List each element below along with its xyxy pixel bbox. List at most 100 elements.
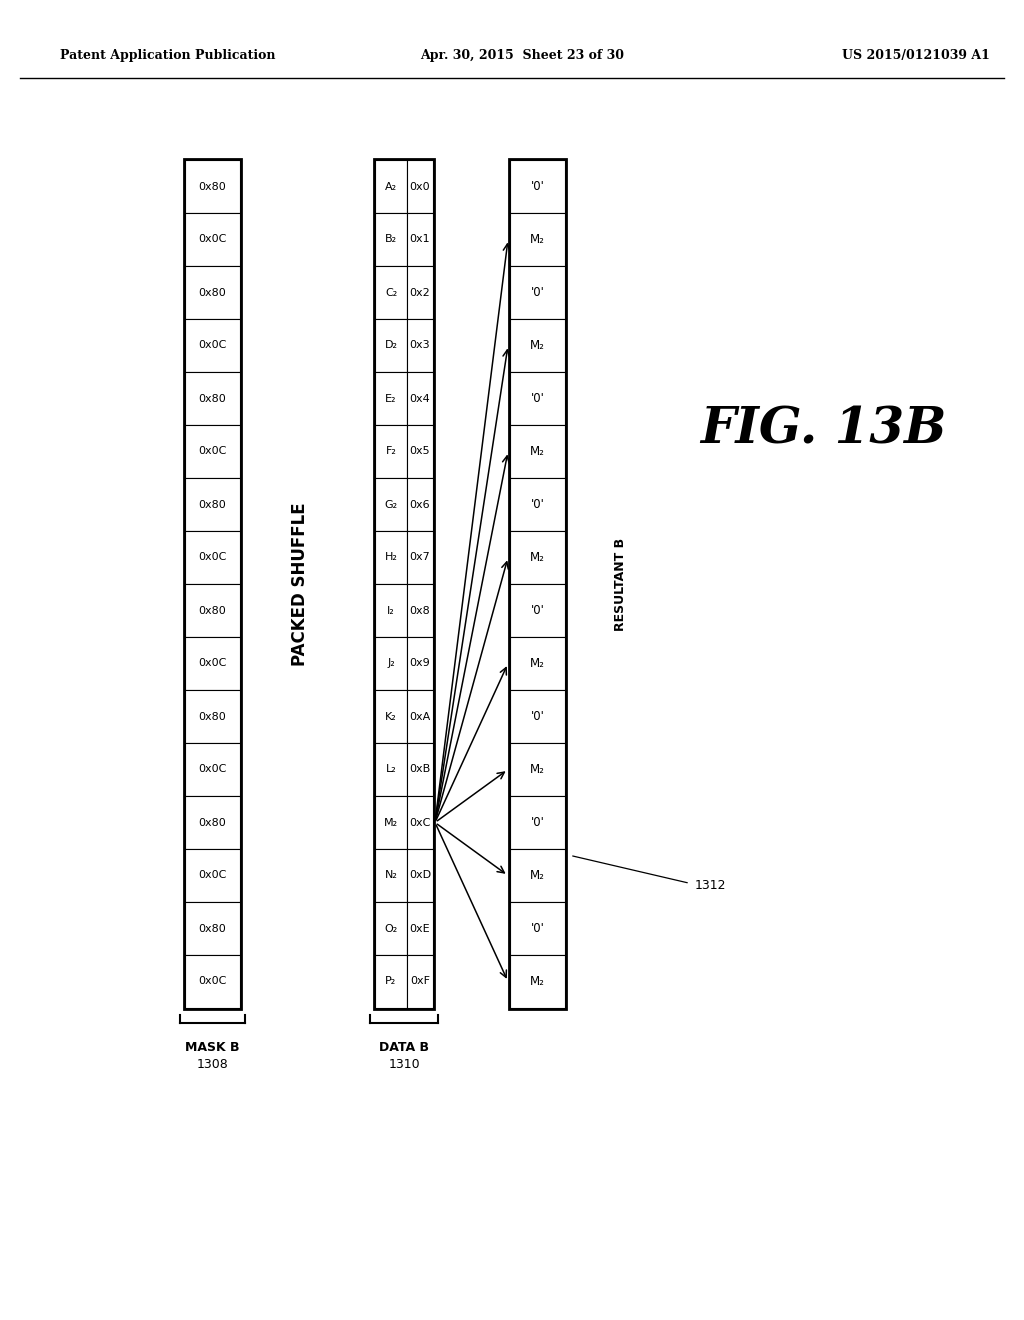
Bar: [185, 319, 240, 372]
Text: 0x7: 0x7: [410, 553, 430, 562]
Text: 0x80: 0x80: [199, 393, 226, 404]
Bar: [510, 267, 565, 319]
Bar: [185, 267, 240, 319]
Text: 0x4: 0x4: [410, 393, 430, 404]
Text: FIG. 13B: FIG. 13B: [700, 405, 946, 454]
Text: '0': '0': [530, 816, 545, 829]
Bar: [407, 743, 433, 796]
Text: '0': '0': [530, 392, 545, 405]
Text: 0x0: 0x0: [410, 181, 430, 191]
Bar: [184, 158, 241, 1008]
Bar: [375, 796, 407, 849]
Text: 0xE: 0xE: [410, 924, 430, 933]
Text: 0xA: 0xA: [410, 711, 431, 722]
Text: M₂: M₂: [530, 234, 545, 246]
Bar: [375, 849, 407, 902]
Text: O₂: O₂: [384, 924, 397, 933]
Text: G₂: G₂: [384, 499, 397, 510]
Text: M₂: M₂: [530, 975, 545, 987]
Text: '0': '0': [530, 605, 545, 616]
Bar: [375, 638, 407, 690]
Bar: [185, 954, 240, 1008]
Bar: [510, 160, 565, 213]
Text: M₂: M₂: [530, 763, 545, 776]
Text: P₂: P₂: [385, 977, 396, 986]
Bar: [375, 954, 407, 1008]
Text: 0x0C: 0x0C: [199, 977, 226, 986]
Text: PACKED SHUFFLE: PACKED SHUFFLE: [291, 502, 309, 665]
Text: M₂: M₂: [530, 339, 545, 352]
Text: 0x80: 0x80: [199, 924, 226, 933]
Text: Apr. 30, 2015  Sheet 23 of 30: Apr. 30, 2015 Sheet 23 of 30: [420, 49, 624, 62]
Text: B₂: B₂: [385, 235, 397, 244]
Text: '0': '0': [530, 921, 545, 935]
Text: 0x0C: 0x0C: [199, 446, 226, 457]
Text: 0xF: 0xF: [410, 977, 430, 986]
Bar: [375, 478, 407, 531]
Bar: [374, 158, 434, 1008]
Text: 0x0C: 0x0C: [199, 659, 226, 668]
Bar: [185, 583, 240, 638]
Text: 0xD: 0xD: [409, 870, 431, 880]
Text: D₂: D₂: [384, 341, 397, 351]
Bar: [407, 372, 433, 425]
Text: H₂: H₂: [385, 553, 397, 562]
Bar: [407, 213, 433, 267]
Bar: [510, 954, 565, 1008]
Text: 0x0C: 0x0C: [199, 764, 226, 775]
Bar: [509, 158, 566, 1008]
Bar: [185, 902, 240, 954]
Bar: [375, 743, 407, 796]
Text: A₂: A₂: [385, 181, 397, 191]
Text: Patent Application Publication: Patent Application Publication: [60, 49, 275, 62]
Text: K₂: K₂: [385, 711, 397, 722]
Text: 0x0C: 0x0C: [199, 341, 226, 351]
Bar: [510, 478, 565, 531]
Text: F₂: F₂: [386, 446, 396, 457]
Bar: [375, 319, 407, 372]
Bar: [185, 160, 240, 213]
Text: M₂: M₂: [384, 817, 398, 828]
Bar: [407, 160, 433, 213]
Bar: [407, 583, 433, 638]
Bar: [510, 213, 565, 267]
Bar: [510, 849, 565, 902]
Bar: [375, 902, 407, 954]
Bar: [510, 372, 565, 425]
Bar: [407, 954, 433, 1008]
Bar: [510, 902, 565, 954]
Text: 0x9: 0x9: [410, 659, 430, 668]
Text: E₂: E₂: [385, 393, 396, 404]
Text: 0x2: 0x2: [410, 288, 430, 297]
Text: L₂: L₂: [386, 764, 396, 775]
Bar: [407, 638, 433, 690]
Bar: [407, 478, 433, 531]
Text: 0x80: 0x80: [199, 288, 226, 297]
Text: 0x0C: 0x0C: [199, 870, 226, 880]
Bar: [375, 425, 407, 478]
Bar: [510, 638, 565, 690]
Text: J₂: J₂: [387, 659, 395, 668]
Bar: [375, 690, 407, 743]
Text: I₂: I₂: [387, 606, 395, 615]
Bar: [185, 372, 240, 425]
Bar: [510, 425, 565, 478]
Text: '0': '0': [530, 180, 545, 193]
Text: 0x80: 0x80: [199, 711, 226, 722]
Text: US 2015/0121039 A1: US 2015/0121039 A1: [842, 49, 990, 62]
Text: M₂: M₂: [530, 445, 545, 458]
Text: '0': '0': [530, 286, 545, 300]
Bar: [407, 425, 433, 478]
Bar: [407, 319, 433, 372]
Bar: [407, 796, 433, 849]
Text: M₂: M₂: [530, 869, 545, 882]
Text: RESULTANT B: RESULTANT B: [613, 537, 627, 631]
Text: 1310: 1310: [388, 1059, 420, 1071]
Bar: [510, 531, 565, 583]
Bar: [185, 425, 240, 478]
Text: '0': '0': [530, 498, 545, 511]
Bar: [185, 638, 240, 690]
Text: 0xC: 0xC: [410, 817, 431, 828]
Text: 0x80: 0x80: [199, 606, 226, 615]
Bar: [185, 213, 240, 267]
